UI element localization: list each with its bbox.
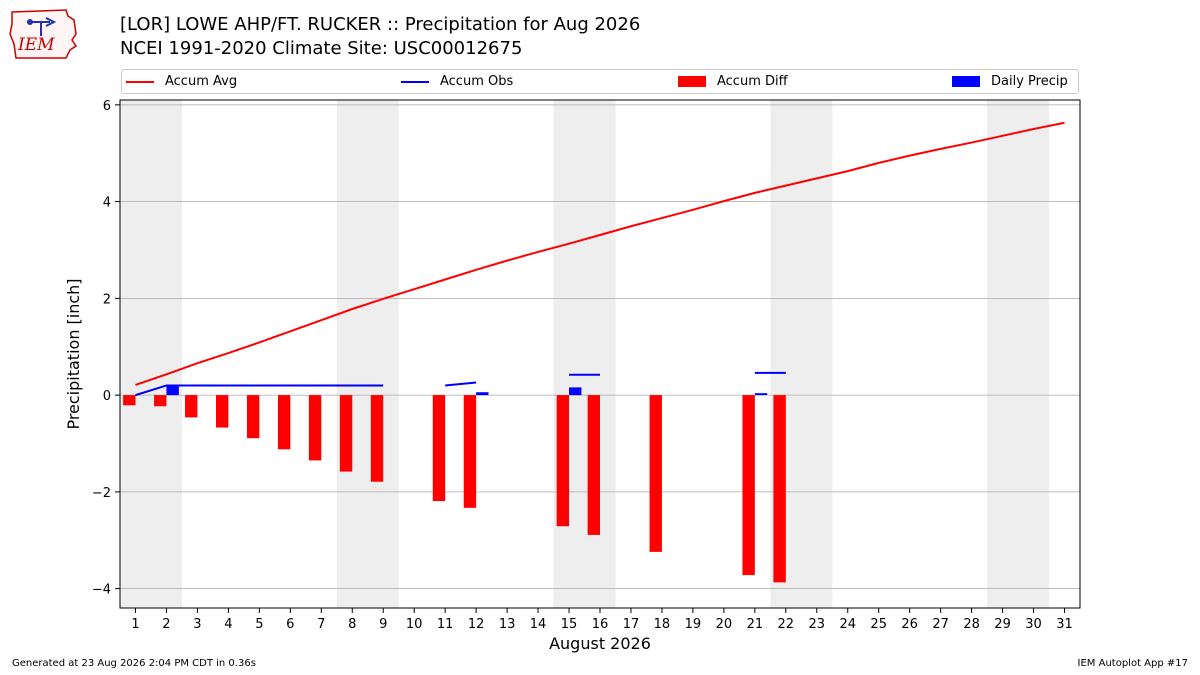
x-tick-label-10: 10 — [406, 617, 423, 632]
diff-bar-16 — [587, 395, 600, 535]
y-tick-label-2: 0 — [103, 389, 111, 404]
diff-bar-22 — [773, 395, 786, 583]
x-tick-label-24: 24 — [839, 617, 856, 632]
weekend-band-5 — [987, 100, 1050, 608]
diff-bar-1 — [123, 395, 136, 406]
y-axis-label: Precipitation [inch] — [64, 278, 83, 429]
x-tick-label-16: 16 — [592, 617, 609, 632]
diff-bar-7 — [308, 395, 322, 461]
daily-precip-bar-12 — [476, 392, 489, 396]
x-tick-label-22: 22 — [778, 617, 795, 632]
legend-swatch-accum-obs — [401, 80, 429, 83]
diff-bar-12 — [463, 395, 477, 508]
legend: Accum Avg Accum Obs Accum Diff Daily Pre… — [121, 69, 1079, 94]
x-tick-label-25: 25 — [870, 617, 887, 632]
legend-swatch-accum-avg — [126, 80, 154, 83]
x-tick-label-8: 8 — [348, 617, 356, 632]
diff-bar-3 — [185, 395, 198, 418]
x-tick-label-17: 17 — [623, 617, 640, 632]
legend-item-daily-precip: Daily Precip — [952, 70, 1068, 93]
x-tick-label-9: 9 — [379, 617, 387, 632]
logo-text: IEM — [17, 35, 55, 55]
footer-generated: Generated at 23 Aug 2026 2:04 PM CDT in … — [12, 658, 256, 669]
x-tick-label-31: 31 — [1056, 617, 1073, 632]
diff-bar-15 — [556, 395, 570, 527]
iem-logo: IEM — [6, 4, 82, 60]
footer-app-id: IEM Autoplot App #17 — [1077, 658, 1188, 669]
legend-label-accum-diff: Accum Diff — [717, 74, 788, 89]
x-axis-label: August 2026 — [549, 634, 651, 653]
y-tick-label-4: 4 — [103, 196, 111, 211]
x-tick-label-30: 30 — [1025, 617, 1042, 632]
x-tick-label-20: 20 — [716, 617, 733, 632]
diff-bar-11 — [432, 395, 446, 502]
x-tick-label-11: 11 — [437, 617, 454, 632]
y-tick-label-5: 6 — [103, 99, 111, 114]
x-tick-label-2: 2 — [162, 617, 170, 632]
legend-label-daily-precip: Daily Precip — [991, 74, 1068, 89]
x-tick-label-6: 6 — [286, 617, 294, 632]
diff-bar-9 — [370, 395, 384, 482]
legend-item-accum-avg: Accum Avg — [126, 70, 237, 93]
title-line-2: NCEI 1991-2020 Climate Site: USC00012675 — [120, 38, 523, 59]
x-tick-label-14: 14 — [530, 617, 547, 632]
daily-precip-bar-21 — [754, 393, 768, 396]
daily-precip-bar-15 — [569, 387, 582, 396]
daily-precip-bar-2 — [166, 385, 179, 396]
x-tick-label-23: 23 — [809, 617, 826, 632]
x-tick-label-15: 15 — [561, 617, 578, 632]
x-tick-label-18: 18 — [654, 617, 671, 632]
accum-avg-line — [135, 121, 1065, 386]
legend-label-accum-avg: Accum Avg — [165, 74, 238, 89]
y-tick-label-3: 2 — [103, 292, 111, 307]
x-tick-label-26: 26 — [901, 617, 918, 632]
x-tick-label-5: 5 — [255, 617, 263, 632]
weekend-band-2 — [336, 100, 399, 608]
diff-bar-4 — [216, 395, 229, 428]
legend-item-accum-obs: Accum Obs — [401, 70, 513, 93]
diff-bar-6 — [277, 395, 291, 450]
x-tick-label-19: 19 — [685, 617, 702, 632]
x-tick-label-29: 29 — [994, 617, 1011, 632]
x-tick-label-28: 28 — [963, 617, 980, 632]
diff-bar-2 — [154, 395, 167, 407]
weekend-band-3 — [553, 100, 616, 608]
x-tick-label-12: 12 — [468, 617, 485, 632]
accum-obs-segment-1 — [135, 384, 384, 397]
x-tick-label-13: 13 — [499, 617, 516, 632]
title-line-1: [LOR] LOWE AHP/FT. RUCKER :: Precipitati… — [120, 14, 641, 35]
y-tick-label-0: −4 — [92, 583, 111, 598]
x-tick-label-27: 27 — [932, 617, 949, 632]
x-tick-label-3: 3 — [193, 617, 201, 632]
x-tick-label-7: 7 — [317, 617, 325, 632]
diff-bar-18 — [649, 395, 662, 552]
legend-label-accum-obs: Accum Obs — [440, 74, 514, 89]
accum-obs-segment-2 — [445, 381, 477, 387]
legend-item-accum-diff: Accum Diff — [678, 70, 788, 93]
y-tick-label-1: −2 — [92, 486, 111, 501]
diff-bar-5 — [246, 395, 260, 439]
x-tick-label-1: 1 — [131, 617, 139, 632]
x-tick-label-21: 21 — [747, 617, 764, 632]
diff-bar-8 — [339, 395, 353, 472]
weekend-band-1 — [120, 100, 182, 608]
chart-title: [LOR] LOWE AHP/FT. RUCKER :: Precipitati… — [120, 13, 640, 61]
x-tick-label-4: 4 — [224, 617, 232, 632]
diff-bar-21 — [742, 395, 755, 576]
legend-swatch-accum-diff — [678, 76, 706, 87]
legend-swatch-daily-precip — [952, 76, 980, 87]
